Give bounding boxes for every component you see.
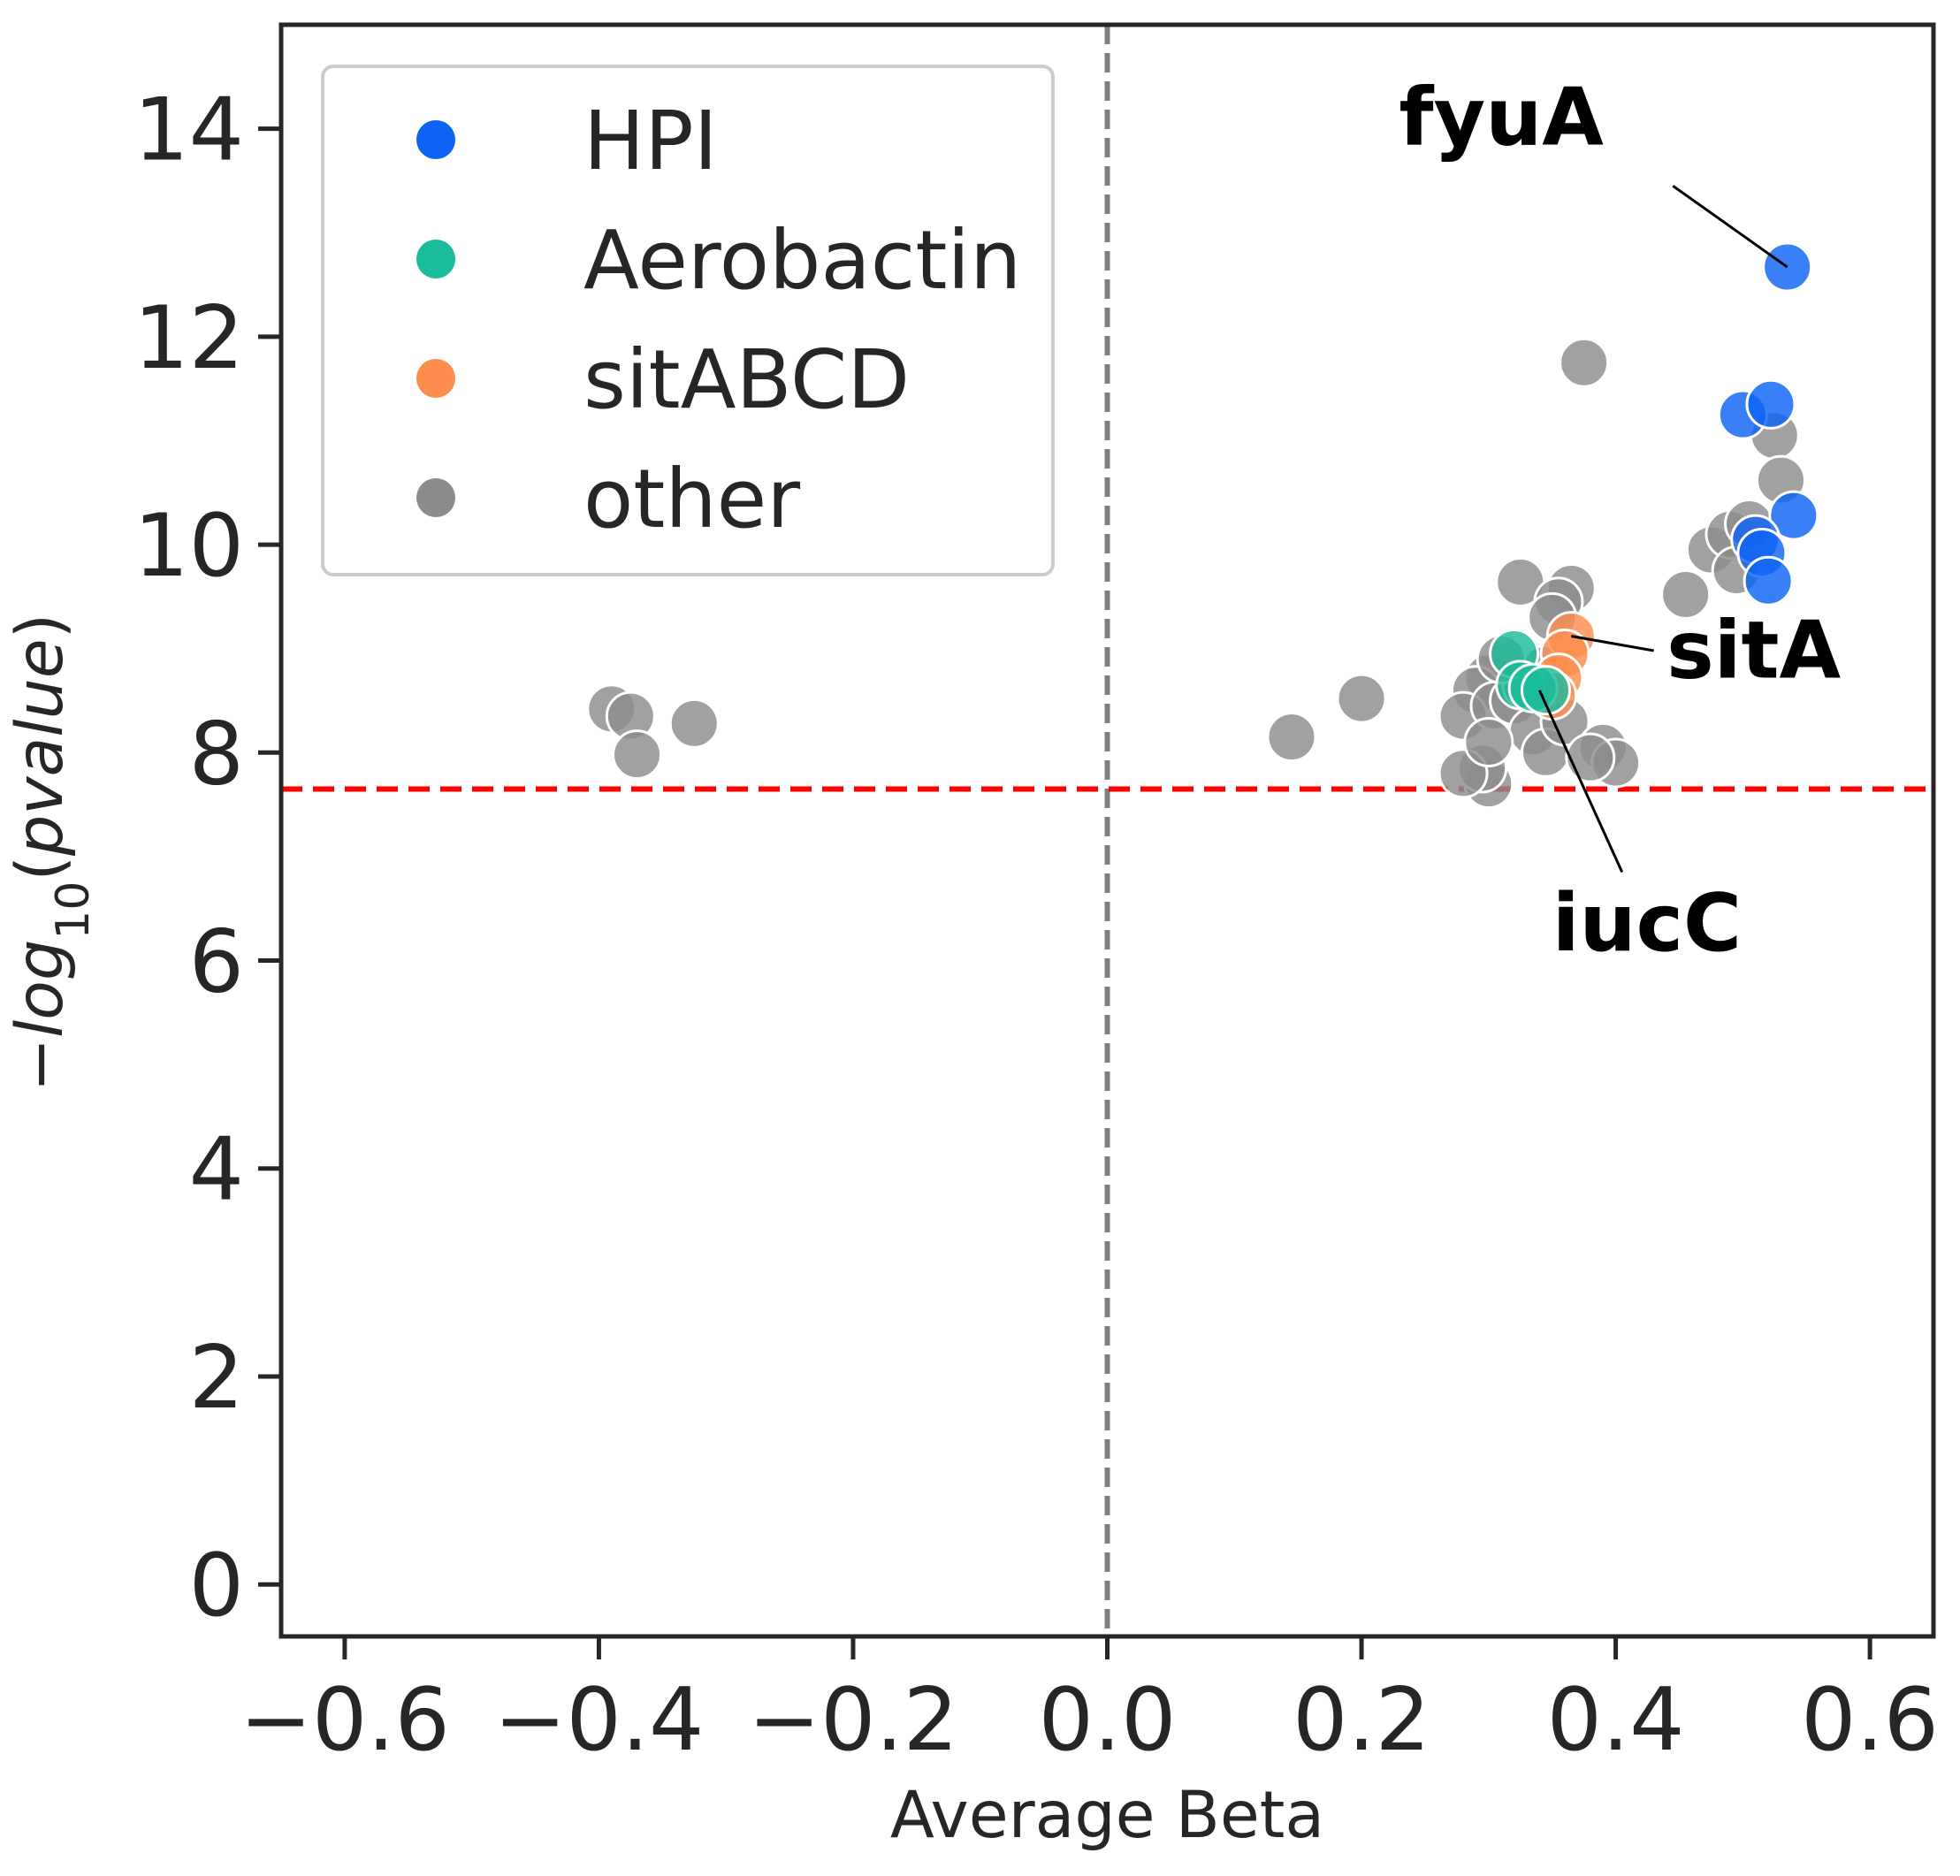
- x-tick-label: 0.4: [1547, 1670, 1685, 1771]
- y-tick-label: 2: [189, 1328, 244, 1429]
- y-axis-title: −log10(pvalue): [3, 614, 100, 1092]
- x-tick-label: 0.6: [1801, 1670, 1939, 1771]
- data-point: [1762, 241, 1813, 293]
- data-point: [1743, 555, 1794, 606]
- reference-lines: [281, 25, 1933, 1636]
- annotation-label-sita: sitA: [1666, 605, 1841, 698]
- series-hpi: [1717, 241, 1819, 606]
- legend: HPI Aerobactin sitABCD other: [321, 65, 1055, 576]
- data-point: [1768, 490, 1819, 541]
- y-axis-title-close-paren: ): [3, 614, 78, 638]
- data-point: [1266, 712, 1317, 763]
- y-tick-label: 0: [189, 1536, 244, 1636]
- y-axis-title-open-paren: (: [3, 856, 78, 881]
- y-axis-title-base: 10: [47, 881, 100, 940]
- data-point: [1559, 337, 1610, 388]
- annotation-line-iucc: [1537, 690, 1624, 873]
- y-axis: 0 2 4 6 8 10 12 14: [133, 80, 281, 1636]
- y-tick-label: 12: [133, 288, 244, 389]
- y-axis-title-log: log: [3, 940, 78, 1038]
- y-axis-title-minus: −: [3, 1038, 78, 1092]
- legend-marker-other: [416, 478, 455, 517]
- x-tick-label: −0.4: [493, 1670, 704, 1771]
- y-tick-label: 8: [189, 704, 244, 805]
- annotation-line-sita: [1570, 635, 1654, 652]
- legend-label-sitabcd: sitABCD: [583, 332, 910, 427]
- y-tick-label: 4: [189, 1120, 244, 1221]
- data-point: [612, 729, 663, 781]
- data-point: [1336, 673, 1387, 724]
- data-point: [1565, 732, 1616, 783]
- y-axis-title-pvalue: pvalue: [3, 638, 78, 857]
- annotation-label-fyua: fyuA: [1399, 71, 1604, 164]
- legend-label-aerobactin: Aerobactin: [583, 213, 1021, 308]
- data-point: [1463, 717, 1514, 768]
- legend-label-hpi: HPI: [583, 94, 718, 188]
- legend-marker-sitabcd: [416, 359, 455, 398]
- data-points: [586, 241, 1819, 810]
- legend-box: [321, 65, 1055, 576]
- x-tick-label: 0.0: [1039, 1670, 1177, 1771]
- annotation-label-iucc: iucC: [1552, 877, 1742, 970]
- x-tick-label: −0.6: [240, 1670, 450, 1771]
- data-point: [1660, 569, 1712, 621]
- y-tick-label: 14: [133, 80, 244, 181]
- legend-marker-hpi: [416, 120, 455, 159]
- data-point: [1745, 378, 1796, 430]
- y-tick-label: 10: [133, 496, 244, 597]
- legend-marker-aerobactin: [416, 240, 455, 278]
- annotations: fyuA sitA iucC: [1399, 71, 1841, 970]
- y-tick-label: 6: [189, 912, 244, 1013]
- annotation-line-fyua: [1672, 185, 1788, 269]
- x-axis-title: Average Beta: [890, 1778, 1324, 1853]
- data-point: [1521, 665, 1572, 716]
- x-tick-label: −0.2: [748, 1670, 958, 1771]
- x-axis: −0.6 −0.4 −0.2 0.0 0.2 0.4 0.6: [240, 1636, 1939, 1771]
- x-tick-label: 0.2: [1293, 1670, 1430, 1771]
- legend-label-other: other: [583, 452, 800, 546]
- data-point: [668, 698, 720, 749]
